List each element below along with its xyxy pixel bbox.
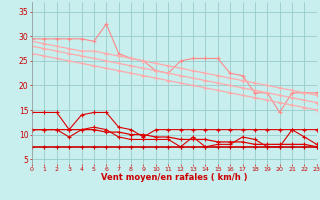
X-axis label: Vent moyen/en rafales ( km/h ): Vent moyen/en rafales ( km/h ) xyxy=(101,173,248,182)
